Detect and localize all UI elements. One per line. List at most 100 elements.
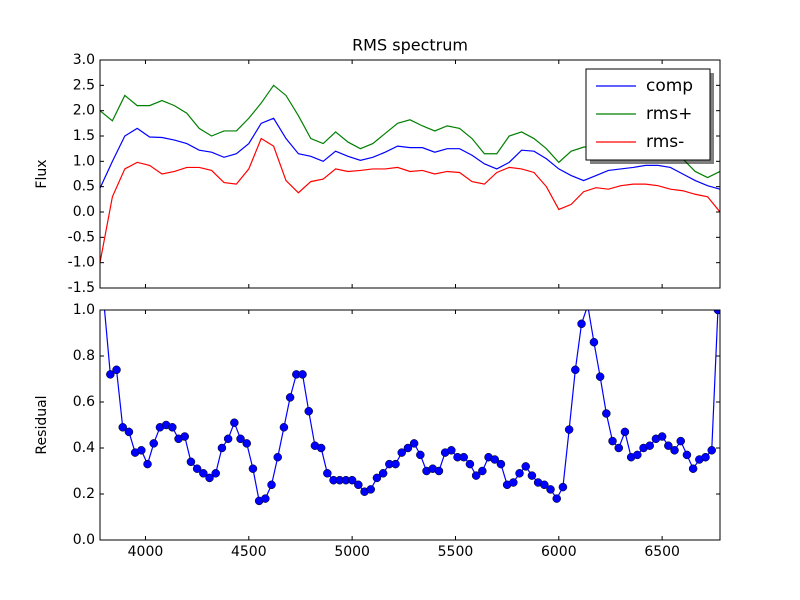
data-point [633, 450, 642, 460]
data-point [701, 452, 710, 462]
data-point [261, 494, 270, 503]
data-point [304, 406, 313, 416]
data-point [354, 480, 363, 490]
data-point [137, 446, 146, 455]
data-point [180, 432, 189, 441]
legend-label: rms- [646, 132, 684, 152]
data-point [205, 473, 214, 483]
data-point [316, 443, 326, 453]
y-tick-label: 1.0 [73, 302, 95, 318]
y-tick-label: 1.5 [73, 128, 95, 144]
data-point [248, 464, 258, 473]
data-point [217, 443, 227, 453]
data-point [186, 457, 196, 467]
y-tick-label: 0.6 [73, 394, 95, 410]
x-tick-label: 6000 [541, 544, 577, 560]
axes-frame [99, 59, 721, 289]
data-point [478, 466, 487, 476]
data-point [409, 439, 419, 448]
data-point [707, 446, 716, 455]
data-point [571, 365, 580, 375]
data-point [645, 441, 654, 450]
data-point [372, 473, 382, 483]
legend-label: rms+ [646, 104, 692, 124]
data-point [416, 450, 425, 460]
data-point [230, 418, 239, 427]
data-point [620, 427, 630, 437]
data-point [713, 310, 720, 315]
data-point [149, 439, 158, 448]
data-point [688, 464, 698, 473]
data-point [391, 459, 400, 469]
y-tick-label: 0.8 [73, 348, 95, 364]
x-tick-label: 4500 [231, 544, 267, 560]
data-point [366, 485, 375, 494]
y-axis-label: Residual [34, 395, 50, 454]
data-point [223, 434, 233, 444]
data-point [490, 455, 499, 464]
data-point [614, 443, 623, 453]
data-point [521, 462, 530, 471]
y-tick-label: -0.5 [68, 229, 95, 245]
data-point [459, 452, 468, 462]
data-point [298, 370, 307, 379]
y-tick-label: -1.5 [68, 280, 95, 296]
y-tick-label: 0.2 [73, 486, 95, 502]
data-point [106, 370, 115, 379]
data-point [540, 480, 549, 490]
data-point [378, 469, 388, 478]
x-tick-label: 5500 [438, 544, 474, 560]
data-point [608, 436, 617, 446]
y-tick-label: 3.0 [73, 52, 95, 68]
y-tick-label: 0.5 [73, 179, 95, 195]
y-tick-label: -1.0 [68, 255, 95, 271]
data-point [564, 425, 574, 434]
data-point [112, 365, 121, 375]
y-tick-label: 0.4 [73, 440, 95, 456]
data-point [267, 480, 276, 490]
y-tick-label: 0.0 [73, 204, 95, 220]
chart-title: RMS spectrum [352, 36, 468, 55]
y-tick-label: 2.5 [73, 77, 95, 93]
data-point [465, 459, 475, 469]
data-point [558, 482, 568, 492]
data-point [199, 469, 208, 478]
data-point [527, 471, 537, 480]
x-tick-label: 6500 [644, 544, 680, 560]
data-point [552, 494, 561, 503]
data-point [118, 423, 127, 432]
data-point [285, 393, 295, 402]
data-point [192, 464, 202, 473]
plot-area [103, 310, 720, 506]
data-point [143, 459, 152, 469]
data-point [211, 469, 220, 478]
data-point [168, 423, 177, 432]
y-axis-label: Flux [34, 159, 50, 188]
data-point [589, 337, 599, 347]
data-point [577, 319, 586, 329]
data-point [676, 436, 685, 446]
data-line [100, 137, 720, 263]
data-point [397, 448, 406, 457]
data-point [682, 450, 692, 460]
data-point [236, 434, 245, 444]
data-point [273, 452, 282, 462]
data-point [434, 466, 444, 476]
data-line [100, 117, 720, 190]
y-tick-label: 2.0 [73, 103, 95, 119]
data-point [403, 443, 413, 453]
data-point [496, 459, 506, 469]
data-point [515, 469, 524, 478]
data-point [242, 439, 251, 448]
data-point [509, 478, 518, 487]
data-point [602, 409, 611, 418]
y-tick-label: 0.0 [73, 532, 95, 548]
data-point [657, 432, 667, 441]
data-point [447, 446, 456, 455]
data-point [664, 441, 673, 450]
legend-label: comp [646, 76, 693, 96]
data-point [347, 475, 357, 485]
data-point [279, 423, 289, 432]
data-point [670, 446, 679, 455]
